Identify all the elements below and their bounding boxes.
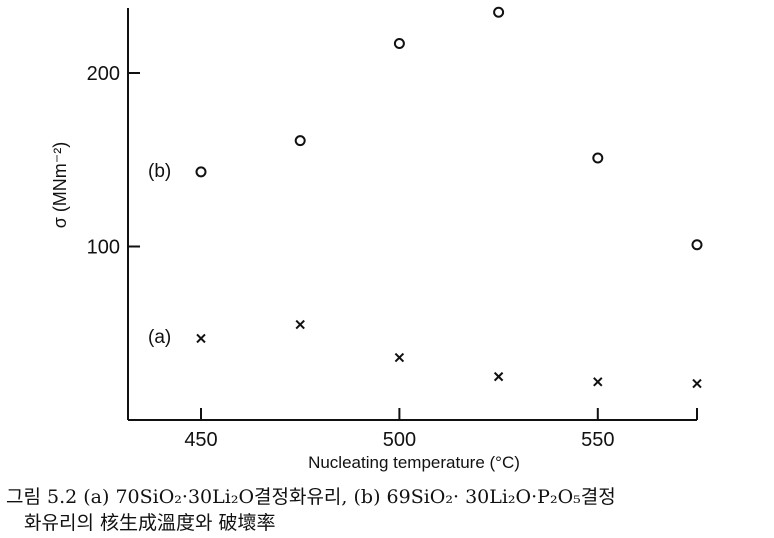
y-tick-label: 200 [87,63,120,85]
data-point-cross [493,371,504,382]
data-point-circle [294,135,306,147]
x-tick-label: 450 [184,429,217,451]
data-point-cross [692,378,702,389]
caption-line-1: 그림 5.2 (a) 70SiO₂·30Li₂O결정화유리, (b) 69SiO… [6,486,616,508]
series-a: (a) [148,319,702,389]
y-tick-group: 100 200 [87,63,140,259]
data-point-circle [592,152,604,164]
x-tick-group: 450 500 550 [184,408,614,451]
data-point-cross [196,333,206,344]
data-point-circle [195,166,207,178]
y-tick-label: 100 [87,237,120,259]
data-point-cross [394,352,405,363]
data-point-circle [691,239,703,251]
x-axis-label: Nucleating temperature (°C) [308,453,520,472]
x-tick-label: 500 [383,429,416,451]
series-label-b: (b) [148,161,171,182]
x-tick-label: 550 [581,429,614,451]
data-point-circle [393,38,405,50]
series-layer: (b) (a) [148,6,703,389]
data-point-circle [493,6,505,18]
figure-caption: 그림 5.2 (a) 70SiO₂·30Li₂O결정화유리, (b) 69SiO… [6,484,772,536]
series-label-a: (a) [148,327,171,348]
caption-line-2: 화유리의 核生成溫度와 破壞率 [24,512,276,534]
data-point-cross [295,319,305,330]
series-b: (b) [148,6,703,251]
data-point-cross [593,377,603,387]
y-axis-label: σ (MNm⁻²) [50,142,70,229]
